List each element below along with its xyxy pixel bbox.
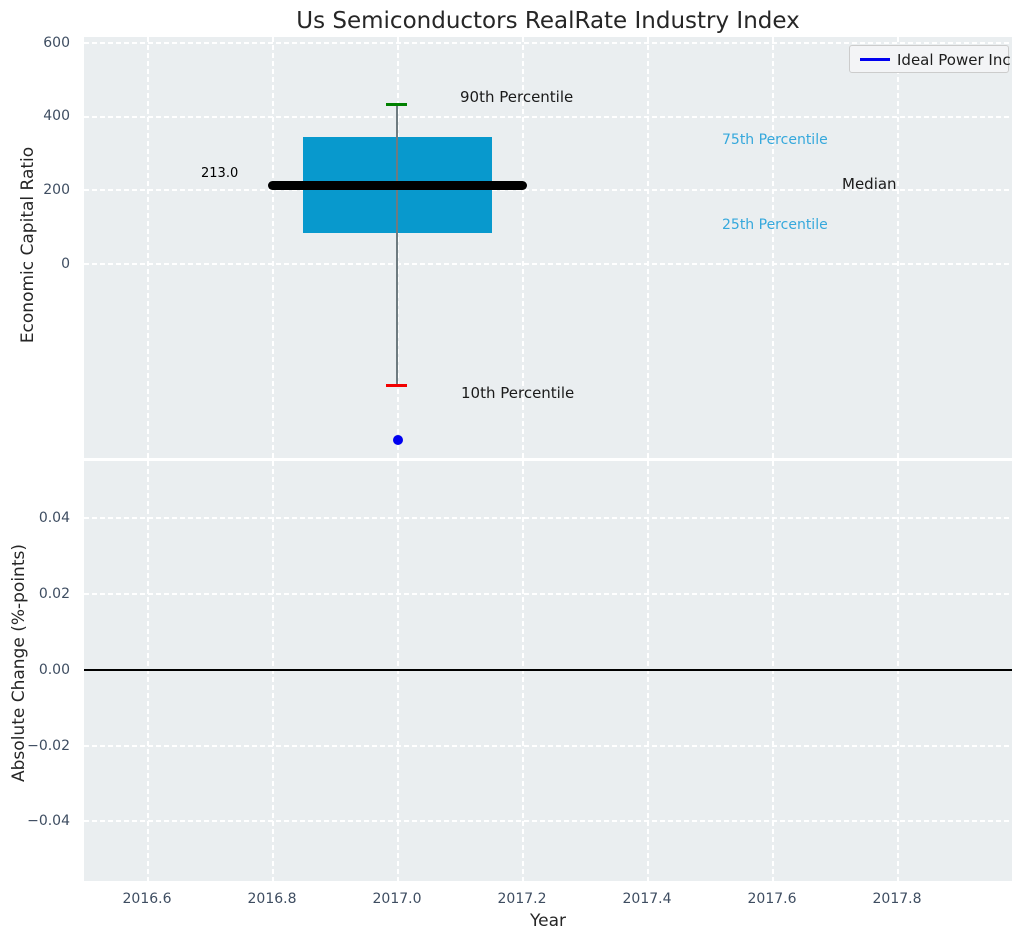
gridline-v bbox=[397, 461, 399, 881]
y-tick-label: 200 bbox=[43, 182, 70, 198]
gridline-h bbox=[84, 189, 1012, 191]
x-tick-label: 2017.0 bbox=[372, 891, 422, 907]
x-tick-label: 2017.6 bbox=[747, 891, 797, 907]
gridline-h bbox=[84, 745, 1012, 747]
p75-label: 75th Percentile bbox=[722, 132, 828, 148]
zero-reference-line bbox=[84, 668, 1012, 671]
legend-label: Ideal Power Inc bbox=[897, 51, 1011, 69]
percentile-whisker bbox=[396, 104, 398, 386]
y-tick-label: 600 bbox=[43, 35, 70, 51]
y-tick-label: −0.04 bbox=[27, 813, 70, 829]
gridline-h bbox=[84, 263, 1012, 265]
x-tick-label: 2017.4 bbox=[622, 891, 672, 907]
gridline-v bbox=[647, 37, 649, 458]
gridline-v bbox=[147, 37, 149, 458]
median-label: Median bbox=[842, 175, 897, 193]
y-tick-label: 400 bbox=[43, 108, 70, 124]
top-y-axis-label: Economic Capital Ratio bbox=[18, 146, 38, 344]
y-tick-label: 0.02 bbox=[38, 586, 70, 602]
bottom-plot-area bbox=[84, 461, 1012, 881]
gridline-v bbox=[522, 461, 524, 881]
legend-box: Ideal Power Inc bbox=[849, 45, 1011, 73]
p10-cap bbox=[386, 384, 407, 387]
gridline-v bbox=[272, 37, 274, 458]
x-tick-label: 2016.8 bbox=[247, 891, 297, 907]
gridline-v bbox=[772, 37, 774, 458]
y-tick-label: 0.00 bbox=[38, 662, 70, 678]
gridline-h bbox=[84, 116, 1012, 118]
gridline-v bbox=[647, 461, 649, 881]
p90-label: 90th Percentile bbox=[460, 88, 574, 106]
gridline-h bbox=[84, 820, 1012, 822]
company-data-point bbox=[393, 435, 403, 445]
gridline-h bbox=[84, 42, 1012, 44]
chart-title: Us Semiconductors RealRate Industry Inde… bbox=[296, 8, 800, 34]
gridline-v bbox=[397, 37, 399, 458]
gridline-v bbox=[897, 37, 899, 458]
bottom-y-axis-label: Absolute Change (%-points) bbox=[9, 544, 29, 782]
x-tick-label: 2017.2 bbox=[497, 891, 547, 907]
x-tick-label: 2017.8 bbox=[872, 891, 922, 907]
gridline-h bbox=[84, 517, 1012, 519]
gridline-v bbox=[772, 461, 774, 881]
gridline-v bbox=[897, 461, 899, 881]
p25-label: 25th Percentile bbox=[722, 217, 828, 233]
gridline-v bbox=[272, 461, 274, 881]
y-tick-label: −0.02 bbox=[27, 738, 70, 754]
p10-label: 10th Percentile bbox=[461, 384, 575, 402]
p90-cap bbox=[386, 103, 407, 106]
legend-line-sample bbox=[860, 58, 890, 61]
gridline-v bbox=[147, 461, 149, 881]
median-value-label: 213.0 bbox=[201, 166, 239, 181]
median-line bbox=[268, 181, 527, 190]
y-tick-label: 0 bbox=[61, 256, 70, 272]
top-plot-area: 213.0 90th Percentile 75th Percentile Me… bbox=[84, 37, 1012, 458]
x-tick-label: 2016.6 bbox=[122, 891, 172, 907]
gridline-v bbox=[522, 37, 524, 458]
y-tick-label: 0.04 bbox=[38, 510, 70, 526]
gridline-h bbox=[84, 593, 1012, 595]
x-axis-label: Year bbox=[530, 911, 566, 931]
